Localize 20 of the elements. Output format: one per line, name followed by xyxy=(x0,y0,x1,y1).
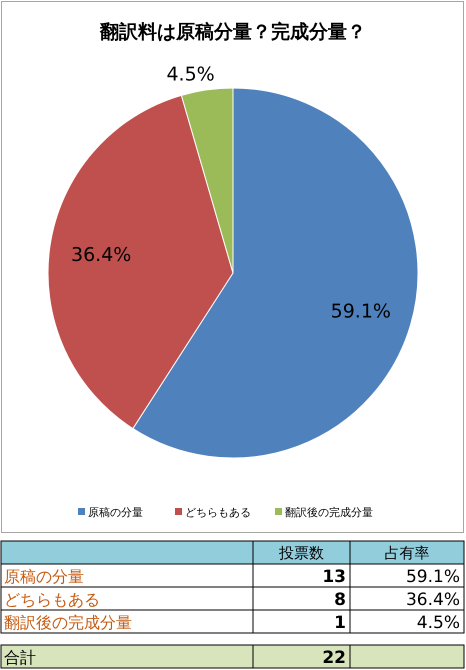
text: 36.4% xyxy=(406,590,460,610)
text: 59.1% xyxy=(406,567,460,587)
legend-label: 原稿の分量 xyxy=(88,506,143,519)
data-label: 59.1% xyxy=(330,300,391,323)
text: 22 xyxy=(322,648,346,668)
data-label: 8 xyxy=(334,590,346,610)
data-label: 13 xyxy=(322,567,346,587)
data-label: 1 xyxy=(334,613,346,633)
text: 占有率 xyxy=(384,544,430,562)
category-label: 原稿の分量 xyxy=(4,567,84,586)
text: 投票数 xyxy=(278,544,324,562)
data-label: 4.5% xyxy=(166,63,215,86)
text: 4.5% xyxy=(416,613,460,633)
data-label: 36.4% xyxy=(71,244,132,266)
legend-label: どちらもある xyxy=(185,506,251,519)
category-label: どちらもある xyxy=(4,590,100,609)
text: 合計 xyxy=(4,648,36,667)
legend-label: 翻訳後の完成分量 xyxy=(285,506,373,519)
category-label: 翻訳後の完成分量 xyxy=(4,613,132,632)
chart-title: 翻訳料は原稿分量？完成分量？ xyxy=(99,21,366,43)
